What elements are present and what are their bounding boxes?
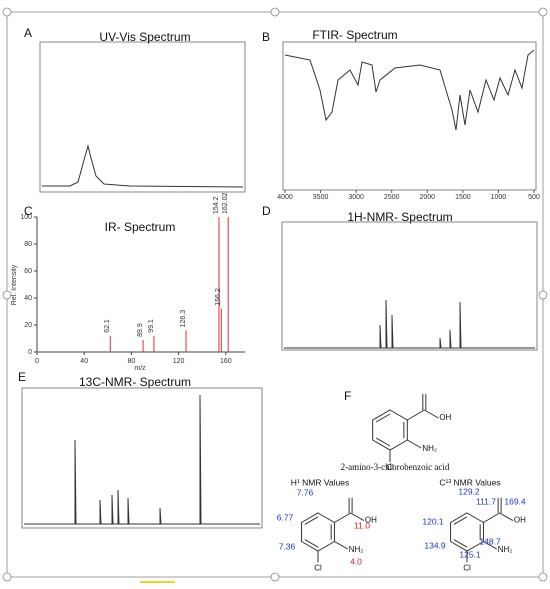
x-tick-label: 120 bbox=[173, 358, 185, 365]
spectrum-line bbox=[284, 49, 535, 131]
y-tick-label: 20 bbox=[24, 322, 32, 329]
y-tick-label: 60 bbox=[24, 268, 32, 275]
panel-label: C bbox=[24, 204, 33, 218]
peak-label: 126.3 bbox=[180, 310, 187, 328]
cl-label: Cl bbox=[314, 564, 322, 573]
h1-title: H¹ NMR Values bbox=[291, 477, 349, 487]
bond bbox=[334, 541, 349, 550]
x-tick-label: 3000 bbox=[348, 194, 364, 201]
compound-name: 2-amino-3-chlorobenzoic acid bbox=[341, 462, 450, 472]
peak-label: 162.02 bbox=[222, 192, 229, 214]
y-tick-label: 40 bbox=[24, 295, 32, 302]
x-tick-label: 0 bbox=[35, 358, 39, 365]
x-axis-label: m/z bbox=[134, 365, 146, 372]
oh-label: OH bbox=[365, 516, 377, 525]
peak-label: 156.2 bbox=[215, 288, 222, 306]
bond bbox=[407, 439, 422, 449]
nh2-label: NH₂ bbox=[422, 444, 437, 453]
c13-value: 129.2 bbox=[458, 486, 480, 496]
x-tick-label: 2500 bbox=[384, 194, 400, 201]
panel-title: 13C-NMR- Spectrum bbox=[79, 375, 191, 389]
y-tick-label: 100 bbox=[20, 214, 32, 221]
peak-label: 99.1 bbox=[148, 319, 155, 333]
selection-handles bbox=[2, 7, 548, 582]
nh2-label: NH₂ bbox=[349, 545, 364, 554]
c13-value: 111.7 bbox=[476, 496, 496, 506]
peak-label: 154.2 bbox=[213, 196, 220, 214]
double-bond bbox=[453, 516, 468, 525]
plot-box bbox=[282, 41, 537, 191]
c13-value: 134.9 bbox=[424, 540, 446, 550]
bond bbox=[483, 541, 498, 550]
x-tick-label: 40 bbox=[80, 358, 88, 365]
x-tick-label: 2000 bbox=[419, 194, 435, 201]
panel-title: IR- Spectrum bbox=[105, 220, 176, 234]
x-tick-label: 80 bbox=[128, 358, 136, 365]
c13-value: 148.7 bbox=[479, 536, 501, 546]
y-tick-label: 80 bbox=[24, 241, 32, 248]
oh-label: OH bbox=[439, 413, 451, 422]
bond bbox=[499, 512, 514, 522]
plot-box bbox=[281, 221, 538, 351]
h1-value: 11.0 bbox=[354, 520, 370, 530]
panel-title: 1H-NMR- Spectrum bbox=[347, 210, 452, 224]
double-bond bbox=[304, 516, 319, 525]
peak-label: 62.1 bbox=[104, 319, 111, 333]
bond bbox=[407, 409, 425, 421]
peak-label: 89.9 bbox=[137, 323, 144, 337]
bond bbox=[350, 512, 365, 522]
double-bond bbox=[453, 539, 468, 548]
spectrum-line bbox=[42, 144, 244, 188]
cl-label: Cl bbox=[463, 564, 471, 573]
oh-label: OH bbox=[514, 516, 526, 525]
h1-value: 4.0 bbox=[350, 556, 362, 566]
bond bbox=[334, 512, 351, 523]
double-bond bbox=[375, 437, 391, 447]
bond bbox=[483, 512, 500, 523]
x-tick-label: 1500 bbox=[455, 194, 471, 201]
x-tick-label: 500 bbox=[528, 194, 540, 201]
cl-label: Cl bbox=[386, 463, 394, 472]
spectrum-line bbox=[284, 299, 535, 349]
h1-value: 7.36 bbox=[279, 541, 296, 551]
x-tick-label: 3500 bbox=[313, 194, 329, 201]
x-tick-label: 160 bbox=[220, 358, 232, 365]
panel-title: UV-Vis Spectrum bbox=[99, 30, 190, 44]
h1-value: 7.76 bbox=[297, 487, 314, 497]
plot-box bbox=[39, 41, 246, 193]
y-tick-label: 0 bbox=[28, 349, 32, 356]
benzene-ring bbox=[372, 409, 408, 451]
panel-label: E bbox=[18, 370, 26, 384]
panel-title: FTIR- Spectrum bbox=[312, 28, 397, 42]
nh2-label: NH₂ bbox=[498, 545, 513, 554]
panel-label: A bbox=[24, 26, 32, 40]
c13-title: C¹³ NMR Values bbox=[439, 477, 500, 487]
plot-box bbox=[21, 387, 263, 529]
bond bbox=[424, 409, 439, 419]
c13-value: 169.4 bbox=[504, 496, 526, 506]
panel-label: D bbox=[262, 204, 271, 218]
panel-label: B bbox=[262, 30, 270, 44]
x-tick-label: 4000 bbox=[277, 194, 293, 201]
double-bond bbox=[375, 413, 391, 423]
y-axis-label: Rel. Intensity bbox=[11, 264, 18, 305]
c13-value: 120.1 bbox=[422, 516, 444, 526]
benzene-ring bbox=[301, 512, 335, 552]
c13-value: 125.1 bbox=[459, 549, 481, 559]
h1-value: 6.77 bbox=[277, 512, 294, 522]
x-tick-label: 1000 bbox=[491, 194, 507, 201]
double-bond bbox=[304, 539, 319, 548]
spectrum-line bbox=[24, 394, 260, 525]
panel-label: F bbox=[344, 389, 351, 403]
